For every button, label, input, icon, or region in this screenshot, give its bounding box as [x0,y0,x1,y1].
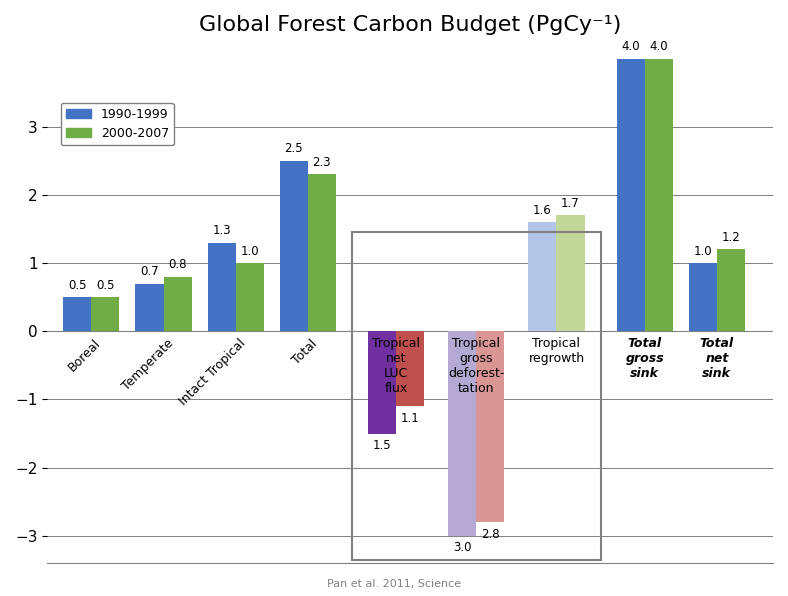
Text: Boreal: Boreal [66,337,104,374]
Bar [396,331,424,406]
Text: Tropical
net
LUC
flux: Tropical net LUC flux [372,337,420,395]
Text: 2.5: 2.5 [284,142,303,156]
Bar [529,222,556,331]
Title: Global Forest Carbon Budget (PgCy⁻¹): Global Forest Carbon Budget (PgCy⁻¹) [199,15,621,35]
Text: 1.3: 1.3 [212,224,231,237]
Bar [717,250,745,331]
Text: Total
gross
sink: Total gross sink [626,337,664,380]
Bar [91,297,120,331]
Text: 4.0: 4.0 [649,40,668,53]
Text: 0.7: 0.7 [140,265,159,278]
Bar [136,284,163,331]
Text: 1.1: 1.1 [401,412,419,425]
Bar [163,277,191,331]
Text: Pan et al. 2011, Science: Pan et al. 2011, Science [327,579,461,589]
Text: 1.7: 1.7 [561,197,580,210]
Bar [556,215,585,331]
Legend: 1990-1999, 2000-2007: 1990-1999, 2000-2007 [61,103,174,145]
Text: 1.2: 1.2 [722,231,740,244]
Text: Total: Total [290,337,320,367]
Bar [645,58,673,331]
Text: Tropical
gross
deforest-
tation: Tropical gross deforest- tation [448,337,504,395]
Text: 1.6: 1.6 [533,204,552,217]
Bar [689,263,717,331]
Text: 0.8: 0.8 [169,258,187,271]
Text: 4.0: 4.0 [622,40,640,53]
Text: 1.5: 1.5 [373,439,392,452]
Text: Temperate: Temperate [120,337,176,393]
Text: 1.0: 1.0 [693,244,712,257]
Text: 0.5: 0.5 [96,279,114,291]
Bar [207,243,236,331]
Text: 2.8: 2.8 [481,527,500,541]
Bar [368,331,396,433]
Text: Tropical
regrowth: Tropical regrowth [529,337,585,365]
Text: 0.5: 0.5 [68,279,87,291]
Text: Intact Tropical: Intact Tropical [177,337,248,408]
Text: 1.0: 1.0 [240,244,259,257]
Bar [236,263,264,331]
Text: Total
net
sink: Total net sink [700,337,734,380]
Bar [617,58,645,331]
Bar [280,161,308,331]
Bar [63,297,91,331]
Text: 2.3: 2.3 [313,156,331,169]
Bar [476,331,504,522]
Text: 3.0: 3.0 [453,541,471,554]
Bar [448,331,476,536]
Bar [308,175,336,331]
